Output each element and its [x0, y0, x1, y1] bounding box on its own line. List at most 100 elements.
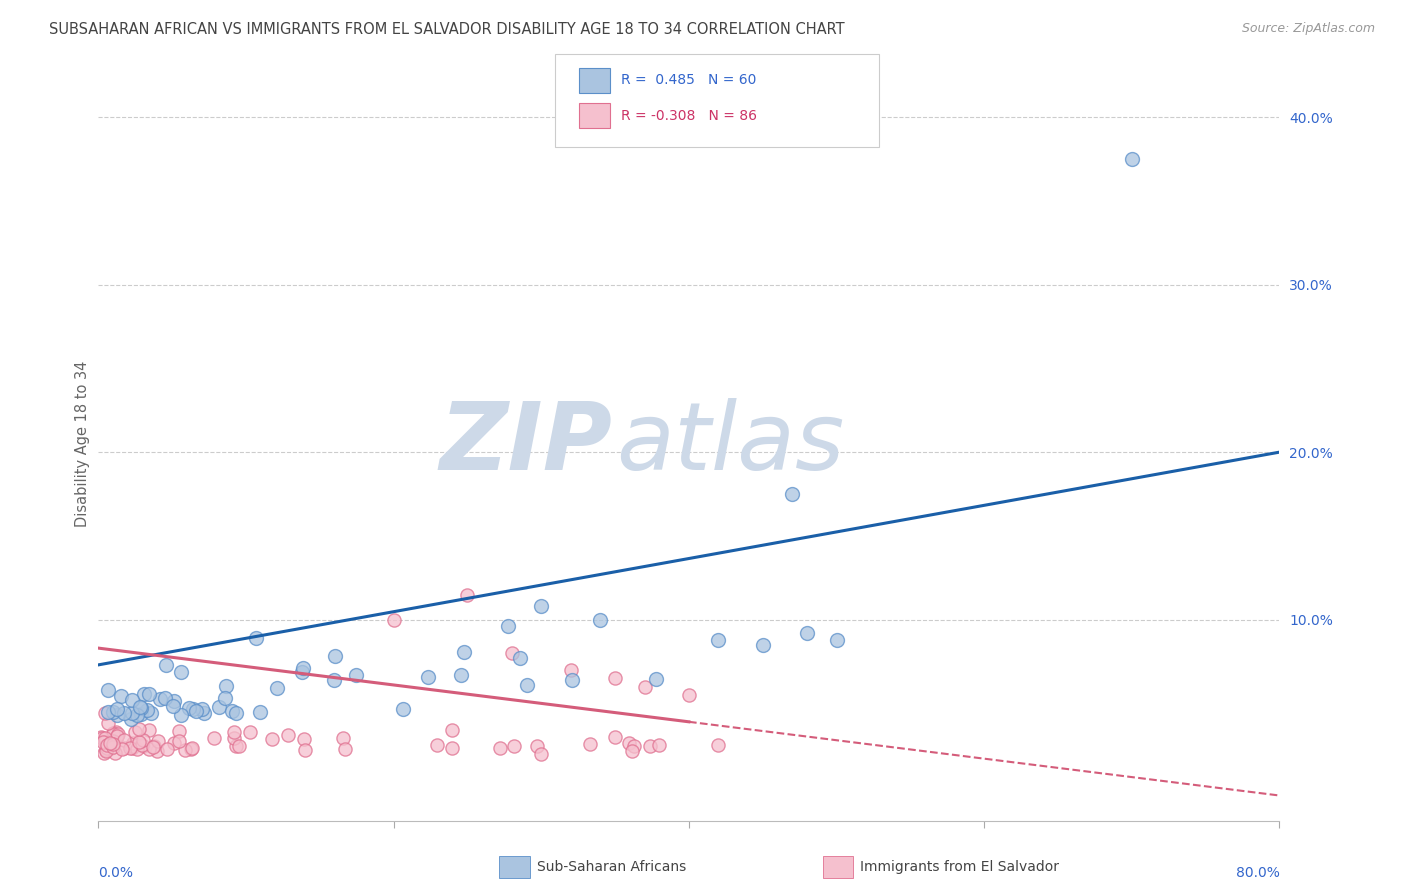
Point	[180, 740, 202, 755]
Point	[103, 738, 125, 752]
Point	[292, 661, 315, 675]
Point	[118, 740, 141, 755]
Point	[97, 705, 120, 719]
Point	[94, 731, 117, 745]
Point	[782, 487, 804, 501]
Point	[416, 670, 439, 684]
Point	[121, 693, 143, 707]
Point	[617, 736, 640, 750]
Point	[138, 741, 160, 756]
Point	[180, 741, 202, 756]
Point	[121, 741, 143, 756]
Point	[142, 739, 165, 754]
Point	[707, 632, 730, 647]
Point	[333, 742, 356, 756]
Point	[426, 739, 449, 753]
Text: ZIP: ZIP	[439, 398, 612, 490]
Point	[440, 741, 463, 756]
Point	[105, 708, 128, 723]
Point	[382, 613, 405, 627]
Point	[707, 739, 730, 753]
Point	[323, 673, 346, 687]
Point	[191, 702, 214, 716]
Point	[97, 682, 120, 697]
Point	[91, 731, 114, 745]
Text: Source: ZipAtlas.com: Source: ZipAtlas.com	[1241, 22, 1375, 36]
Point	[605, 730, 627, 744]
Point	[167, 724, 190, 739]
Point	[796, 626, 818, 640]
Point	[391, 702, 413, 716]
Point	[96, 743, 118, 757]
Point	[207, 699, 229, 714]
Point	[110, 689, 132, 703]
Point	[346, 667, 368, 681]
Point	[162, 694, 184, 708]
Point	[93, 735, 115, 749]
Point	[239, 725, 262, 739]
Point	[127, 742, 149, 756]
Point	[93, 746, 115, 760]
Point	[129, 706, 152, 721]
Text: atlas: atlas	[616, 398, 844, 490]
Point	[186, 704, 208, 718]
Point	[103, 734, 125, 748]
Point	[122, 736, 145, 750]
Point	[153, 690, 176, 705]
Point	[225, 706, 247, 720]
Point	[292, 731, 315, 746]
Point	[155, 657, 177, 672]
Point	[204, 731, 226, 746]
Point	[496, 619, 519, 633]
Point	[169, 707, 191, 722]
Point	[266, 681, 288, 695]
Point	[128, 723, 150, 737]
Point	[132, 739, 155, 754]
Point	[249, 706, 271, 720]
Point	[453, 645, 475, 659]
Point	[508, 650, 530, 665]
Point	[101, 705, 124, 719]
Point	[138, 723, 160, 737]
Point	[131, 738, 153, 752]
Point	[503, 739, 526, 753]
Text: Sub-Saharan Africans: Sub-Saharan Africans	[537, 860, 686, 874]
Point	[94, 706, 117, 721]
Point	[560, 663, 582, 677]
Point	[530, 599, 553, 614]
Point	[277, 728, 299, 742]
Point	[291, 665, 314, 680]
Point	[221, 704, 243, 718]
Text: 80.0%: 80.0%	[1236, 866, 1279, 880]
Point	[215, 679, 238, 693]
Point	[620, 743, 643, 757]
Point	[294, 743, 316, 757]
Point	[162, 698, 184, 713]
Point	[100, 741, 122, 756]
Point	[530, 747, 553, 761]
Point	[148, 733, 170, 747]
Text: Immigrants from El Salvador: Immigrants from El Salvador	[860, 860, 1060, 874]
Point	[107, 726, 129, 740]
Point	[91, 735, 114, 749]
Point	[228, 739, 250, 754]
Point	[526, 739, 548, 753]
Point	[101, 726, 124, 740]
Point	[678, 688, 700, 702]
Point	[145, 744, 167, 758]
Point	[323, 649, 346, 664]
Text: SUBSAHARAN AFRICAN VS IMMIGRANTS FROM EL SALVADOR DISABILITY AGE 18 TO 34 CORREL: SUBSAHARAN AFRICAN VS IMMIGRANTS FROM EL…	[49, 22, 845, 37]
Point	[167, 734, 190, 748]
Point	[169, 665, 191, 680]
Point	[97, 716, 120, 731]
Point	[752, 638, 775, 652]
Point	[96, 738, 118, 752]
Point	[111, 742, 134, 756]
Point	[101, 727, 124, 741]
Point	[450, 667, 472, 681]
Point	[143, 739, 166, 754]
Point	[222, 725, 245, 739]
Point	[112, 741, 135, 756]
Point	[214, 690, 236, 705]
Point	[825, 632, 848, 647]
